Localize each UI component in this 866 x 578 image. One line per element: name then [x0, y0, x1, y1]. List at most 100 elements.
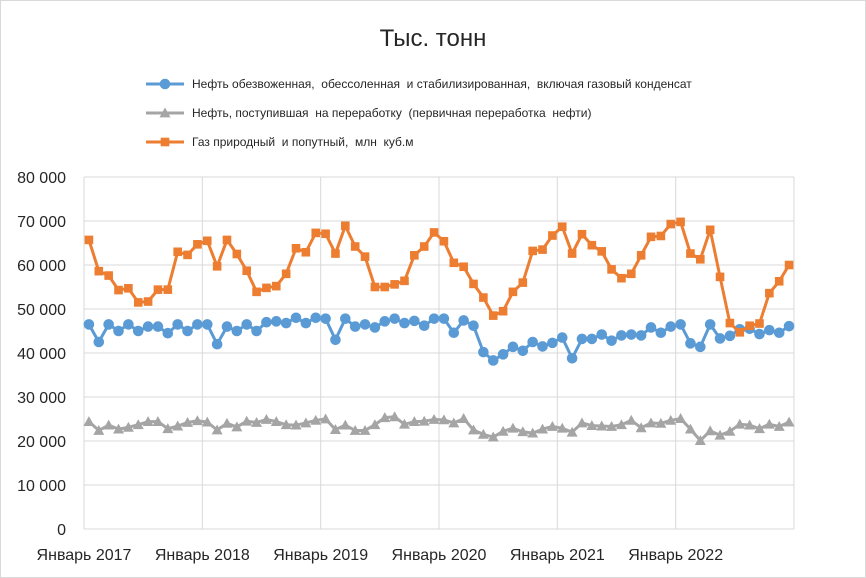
data-point-marker [704, 319, 716, 330]
data-point-marker [676, 217, 685, 227]
data-point-marker [686, 249, 695, 258]
data-point-marker [685, 338, 696, 349]
data-point-marker [556, 422, 568, 433]
data-point-marker [468, 424, 480, 435]
data-point-marker [252, 287, 261, 297]
data-point-marker [359, 424, 371, 435]
data-point-marker [124, 284, 133, 293]
data-point-marker [783, 320, 795, 332]
series-1 [83, 411, 795, 445]
data-point-marker [311, 228, 321, 238]
data-point-marker [152, 416, 164, 427]
data-point-marker [132, 325, 144, 337]
data-point-marker [479, 293, 488, 302]
data-point-marker [694, 435, 706, 445]
data-point-marker [379, 412, 391, 423]
data-point-marker [517, 345, 529, 357]
data-point-marker [666, 219, 676, 229]
data-point-marker [783, 416, 795, 427]
data-point-marker [448, 417, 460, 428]
data-point-marker [159, 78, 171, 90]
data-point-marker [320, 413, 332, 424]
data-point-marker [518, 278, 528, 287]
data-point-marker [765, 288, 774, 298]
data-point-marker [646, 232, 656, 242]
data-point-marker [133, 298, 143, 307]
data-point-marker [104, 271, 113, 280]
data-point-marker [152, 321, 164, 332]
data-point-marker [665, 414, 677, 425]
data-point-marker [132, 419, 144, 430]
data-point-marker [160, 137, 170, 147]
series-2 [84, 217, 794, 337]
data-point-marker [546, 420, 558, 431]
data-point-marker [93, 336, 105, 348]
data-point-marker [784, 260, 794, 270]
legend-label: Нефть, поступившая на переработку (перви… [192, 106, 591, 120]
data-point-marker [398, 418, 410, 429]
data-point-marker [341, 221, 350, 231]
data-point-marker [428, 313, 440, 324]
data-point-marker [714, 333, 726, 344]
x-tick-label: Январь 2017 [37, 547, 132, 564]
data-point-marker [103, 419, 115, 430]
data-point-marker [270, 316, 282, 327]
data-point-marker [162, 327, 174, 339]
data-point-marker [83, 319, 95, 330]
data-point-marker [182, 325, 193, 337]
data-point-marker [251, 417, 263, 427]
data-point-marker [547, 337, 558, 349]
data-point-marker [626, 269, 636, 279]
data-point-marker [577, 229, 587, 239]
data-point-marker [380, 282, 390, 292]
data-point-marker [576, 417, 588, 428]
data-point-marker [724, 330, 736, 342]
data-point-marker [329, 424, 341, 434]
y-tick-label: 40 000 [17, 346, 66, 363]
data-point-marker [537, 341, 548, 352]
data-point-marker [625, 329, 637, 340]
data-point-marker [487, 355, 499, 366]
data-point-marker [290, 312, 302, 324]
data-point-marker [301, 247, 311, 257]
data-point-marker [773, 420, 785, 431]
data-point-marker [448, 327, 460, 339]
data-point-marker [191, 415, 203, 426]
x-tick-label: Январь 2019 [273, 547, 368, 564]
data-point-marker [113, 325, 124, 337]
data-point-marker [745, 321, 754, 331]
data-point-marker [764, 324, 775, 336]
data-point-marker [163, 285, 173, 294]
data-point-marker [379, 316, 391, 327]
legend-label: Газ природный и попутный, млн куб.м [192, 135, 413, 149]
data-point-marker [527, 427, 539, 438]
data-point-marker [744, 419, 756, 430]
data-point-marker [390, 280, 399, 289]
data-point-marker [724, 425, 736, 436]
data-point-marker [212, 262, 222, 271]
data-point-marker [389, 313, 400, 324]
data-point-marker [635, 422, 647, 433]
data-point-marker [507, 422, 519, 433]
data-point-marker [349, 321, 361, 332]
data-point-marker [715, 272, 725, 282]
data-point-marker [695, 341, 706, 353]
data-point-marker [192, 319, 203, 330]
data-point-marker [232, 249, 242, 259]
data-point-marker [607, 265, 616, 274]
data-point-marker [507, 341, 519, 353]
y-tick-label: 20 000 [17, 434, 66, 451]
data-point-marker [142, 321, 154, 332]
data-point-marker [359, 319, 371, 330]
data-point-marker [201, 416, 213, 427]
data-point-marker [596, 329, 608, 340]
legend-item: Нефть, поступившая на переработку (перви… [146, 106, 591, 120]
data-point-marker [606, 335, 617, 346]
data-point-marker [330, 334, 341, 346]
data-point-marker [369, 419, 381, 430]
data-point-marker [142, 416, 154, 427]
data-point-marker [369, 322, 381, 333]
data-point-marker [566, 426, 578, 437]
data-point-marker [449, 258, 459, 268]
